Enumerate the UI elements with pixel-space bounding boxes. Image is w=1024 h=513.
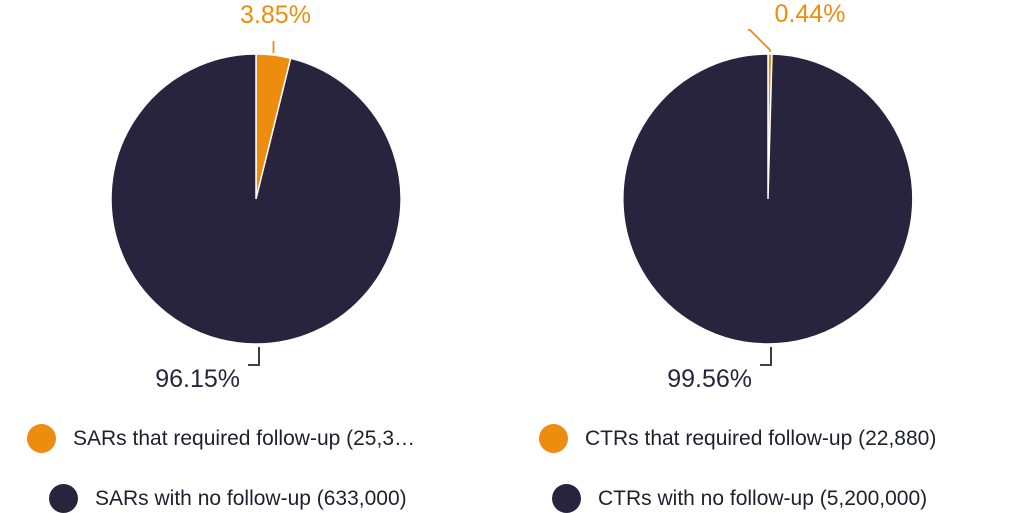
- data-label-followup: 3.85%: [240, 1, 311, 29]
- data-label-followup: 0.44%: [775, 0, 846, 28]
- data-label-no-followup: 99.56%: [667, 365, 752, 390]
- pie-charts: 3.85% 96.15% 0.44% 99.56%: [110, 0, 914, 390]
- leader-line-followup: [748, 29, 771, 52]
- legend-label: SARs with no follow-up (633,000): [95, 486, 407, 510]
- legend-label: CTRs with no follow-up (5,200,000): [598, 486, 928, 510]
- pie-chart-sars: 3.85% 96.15%: [110, 1, 402, 390]
- pie-slice-no-followup[interactable]: [622, 53, 914, 345]
- leader-line-no-followup: [760, 347, 772, 366]
- legend-item-ctrs-no-followup[interactable]: CTRs with no follow-up (5,200,000): [552, 484, 927, 513]
- legend-dot-no-followup: [49, 484, 78, 513]
- legend-label: CTRs that required follow-up (22,880): [585, 426, 937, 450]
- legend-dot-followup: [27, 424, 56, 453]
- legend-item-ctrs-followup[interactable]: CTRs that required follow-up (22,880): [539, 424, 936, 453]
- data-label-no-followup: 96.15%: [155, 365, 240, 390]
- pie-slice-no-followup[interactable]: [110, 53, 402, 345]
- legend-item-sars-followup[interactable]: SARs that required follow-up (25,3…: [27, 424, 415, 453]
- legend-label: SARs that required follow-up (25,3…: [73, 426, 415, 450]
- legend-item-sars-no-followup[interactable]: SARs with no follow-up (633,000): [49, 484, 407, 513]
- pie-chart-ctrs: 0.44% 99.56%: [622, 0, 914, 390]
- legend-dot-no-followup: [552, 484, 581, 513]
- legend-dot-followup: [539, 424, 568, 453]
- leader-line-no-followup: [248, 347, 260, 366]
